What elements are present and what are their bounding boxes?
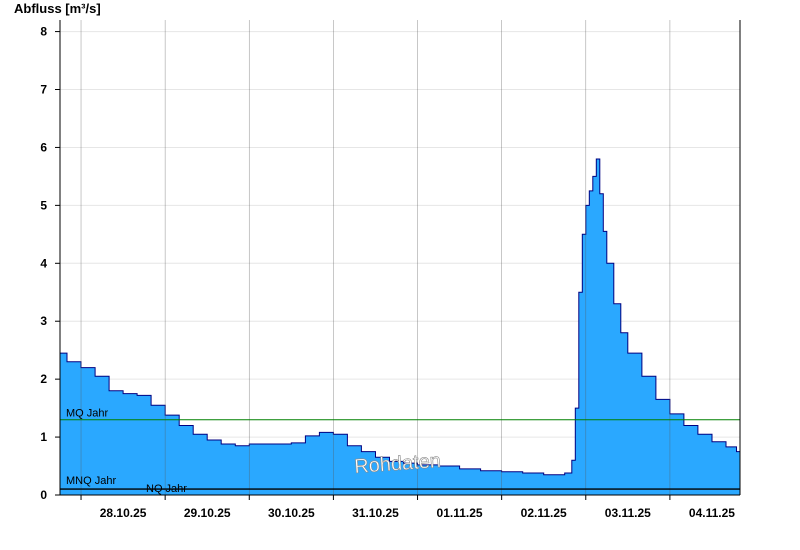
axes [59, 20, 741, 496]
y-tick-label: 3 [40, 314, 47, 328]
y-tick-label: 8 [40, 25, 47, 39]
x-tick-label: 28.10.25 [100, 506, 147, 520]
mq-label: MQ Jahr [66, 408, 109, 420]
nq-label: NQ Jahr [146, 483, 187, 495]
x-axis-ticks: 28.10.25 29.10.25 30.10.25 31.10.25 01.11.25… [80, 495, 735, 520]
x-tick-label: 03.11.25 [605, 506, 651, 520]
y-tick-label: 4 [40, 256, 47, 270]
y-axis-ticks: 0 1 2 3 4 5 6 7 8 [40, 25, 60, 502]
y-tick-label: 1 [40, 430, 47, 444]
y-tick-label: 0 [40, 488, 47, 502]
discharge-area [60, 159, 740, 495]
grid [60, 31, 740, 438]
y-tick-label: 5 [40, 198, 47, 212]
x-tick-label: 29.10.25 [184, 506, 231, 520]
discharge-line [60, 158, 741, 476]
y-tick-label: 7 [40, 83, 47, 97]
x-tick-label: 02.11.25 [521, 506, 567, 520]
x-tick-label: 04.11.25 [689, 506, 735, 520]
y-tick-label: 2 [40, 372, 47, 386]
mnq-label: MNQ Jahr [66, 475, 116, 487]
y-tick-label: 6 [40, 140, 47, 154]
x-tick-label: 31.10.25 [352, 506, 399, 520]
x-tick-label: 30.10.25 [268, 506, 315, 520]
reference-lines: MQ Jahr MNQ Jahr NQ Jahr [60, 408, 740, 495]
y-axis-title: Abfluss [m³/s] [14, 1, 101, 16]
day-divider-lines [80, 20, 671, 495]
x-tick-label: 01.11.25 [437, 506, 483, 520]
